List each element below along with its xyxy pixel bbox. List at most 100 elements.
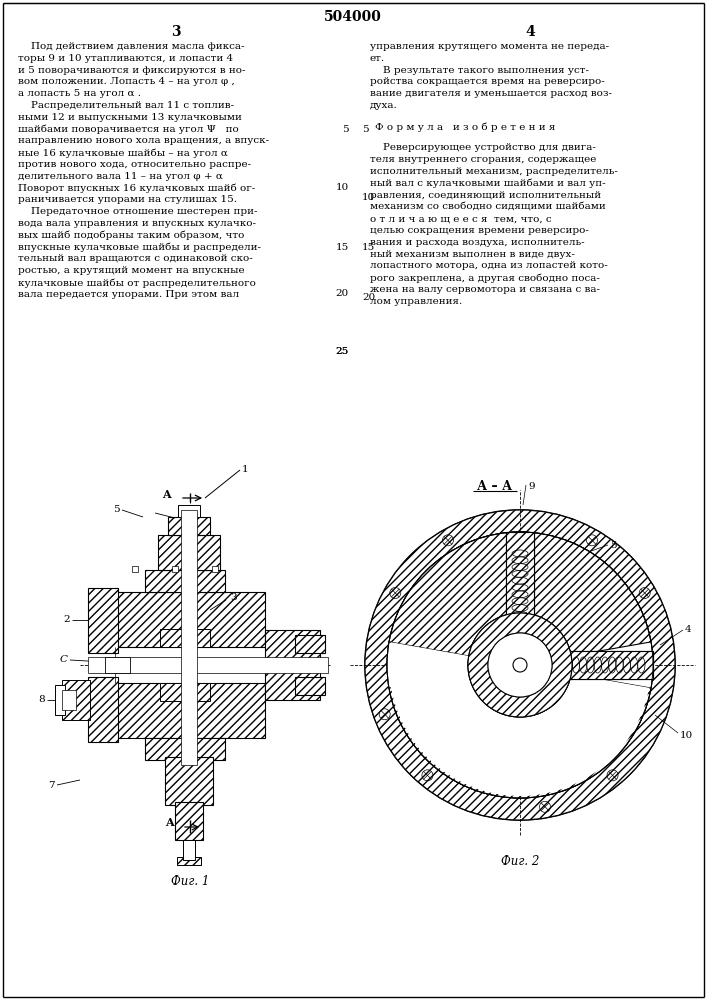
Bar [295, 677, 325, 695]
Polygon shape [506, 532, 534, 633]
Text: 5: 5 [610, 540, 617, 550]
Polygon shape [552, 651, 653, 679]
Text: 25: 25 [336, 348, 349, 357]
Text: ный механизм выполнен в виде двух-: ный механизм выполнен в виде двух- [370, 250, 575, 259]
Wedge shape [468, 613, 572, 717]
Text: ростью, а крутящий момент на впускные: ростью, а крутящий момент на впускные [18, 266, 245, 275]
Text: 1: 1 [242, 464, 249, 474]
Text: 5: 5 [362, 125, 368, 134]
Bar [145, 738, 225, 760]
Text: Фиг. 2: Фиг. 2 [501, 855, 539, 868]
Text: и 5 поворачиваются и фиксируются в но-: и 5 поворачиваются и фиксируются в но- [18, 66, 245, 75]
Bar [115, 592, 265, 647]
Text: C: C [60, 656, 68, 664]
Text: равления, соединяющий исполнительный: равления, соединяющий исполнительный [370, 191, 601, 200]
Bar [88, 657, 328, 673]
Text: 4: 4 [685, 626, 691, 635]
Text: 10: 10 [680, 730, 694, 740]
Text: 8: 8 [38, 696, 45, 704]
Text: ными 12 и выпускными 13 кулачковыми: ными 12 и выпускными 13 кулачковыми [18, 113, 242, 122]
Bar [62, 680, 90, 720]
Text: В результате такого выполнения уст-: В результате такого выполнения уст- [370, 66, 589, 75]
Bar [295, 635, 325, 653]
Text: Поворот впускных 16 кулачковых шайб ог-: Поворот впускных 16 кулачковых шайб ог- [18, 184, 255, 193]
Text: 2: 2 [64, 615, 70, 624]
Text: 4: 4 [525, 25, 535, 39]
Text: теля внутреннего сгорания, содержащее: теля внутреннего сгорания, содержащее [370, 155, 597, 164]
Bar [115, 683, 265, 738]
Bar [113, 660, 123, 670]
Wedge shape [389, 532, 651, 665]
Text: 25: 25 [336, 348, 349, 357]
Circle shape [488, 633, 552, 697]
Wedge shape [389, 642, 649, 796]
Wedge shape [365, 510, 675, 820]
Text: 3: 3 [230, 592, 237, 601]
Polygon shape [506, 532, 534, 665]
Text: против нового хода, относительно распре-: против нового хода, относительно распре- [18, 160, 251, 169]
Polygon shape [520, 651, 653, 679]
Text: 10: 10 [362, 194, 375, 202]
Text: жена на валу сервомотора и связана с ва-: жена на валу сервомотора и связана с ва- [370, 285, 600, 294]
Text: духа.: духа. [370, 101, 398, 110]
Text: 5: 5 [113, 506, 120, 514]
Text: о т л и ч а ю щ е е с я  тем, что, с: о т л и ч а ю щ е е с я тем, что, с [370, 214, 551, 223]
Text: 20: 20 [336, 290, 349, 298]
Text: 504000: 504000 [324, 10, 382, 24]
Text: 20: 20 [362, 294, 375, 302]
Bar [506, 651, 534, 679]
Text: Распределительный вал 11 с топлив-: Распределительный вал 11 с топлив- [18, 101, 234, 110]
Text: впускные кулачковые шайбы и распредели-: впускные кулачковые шайбы и распредели- [18, 243, 261, 252]
Bar [178, 505, 200, 517]
Text: шайбами поворачивается на угол Ψ   по: шайбами поворачивается на угол Ψ по [18, 125, 239, 134]
Bar [265, 670, 320, 700]
Bar [158, 535, 220, 570]
Text: а лопасть 5 на угол α .: а лопасть 5 на угол α . [18, 89, 141, 98]
Bar [160, 629, 210, 647]
Bar [88, 588, 118, 653]
Circle shape [513, 658, 527, 672]
Text: 5: 5 [342, 125, 349, 134]
Text: Передаточное отношение шестерен при-: Передаточное отношение шестерен при- [18, 207, 257, 216]
Text: вала передается упорами. При этом вал: вала передается упорами. При этом вал [18, 290, 239, 299]
Bar [160, 683, 210, 701]
Bar [183, 840, 195, 860]
Circle shape [365, 510, 675, 820]
Text: вых шайб подобраны таким образом, что: вых шайб подобраны таким образом, что [18, 231, 245, 240]
Text: 7: 7 [48, 780, 55, 790]
Bar [105, 657, 130, 673]
Bar [177, 857, 201, 865]
Bar [88, 677, 118, 742]
Text: A: A [165, 818, 174, 828]
Text: Под действием давления масла фикса-: Под действием давления масла фикса- [18, 42, 245, 51]
Text: 9: 9 [528, 482, 534, 491]
Text: А – А: А – А [477, 480, 513, 493]
Circle shape [387, 532, 653, 798]
Text: кулачковые шайбы от распределительного: кулачковые шайбы от распределительного [18, 278, 256, 288]
Wedge shape [468, 613, 572, 717]
Bar [175, 802, 203, 840]
Text: ройства сокращается время на реверсиро-: ройства сокращается время на реверсиро- [370, 77, 604, 86]
Text: вание двигателя и уменьшается расход воз-: вание двигателя и уменьшается расход воз… [370, 89, 612, 98]
Text: 3: 3 [171, 25, 181, 39]
Text: 15: 15 [362, 243, 375, 252]
Text: 10: 10 [336, 184, 349, 192]
Bar [172, 566, 178, 572]
Text: ет.: ет. [370, 54, 385, 63]
Text: лом управления.: лом управления. [370, 297, 462, 306]
Text: 15: 15 [336, 242, 349, 251]
Text: Фиг. 1: Фиг. 1 [171, 875, 209, 888]
Circle shape [488, 633, 552, 697]
Bar [181, 510, 197, 765]
Text: тельный вал вращаются с одинаковой ско-: тельный вал вращаются с одинаковой ско- [18, 254, 252, 263]
Bar [145, 570, 225, 592]
Text: лопастного мотора, одна из лопастей кото-: лопастного мотора, одна из лопастей кото… [370, 261, 608, 270]
Bar [55, 685, 65, 715]
Text: целью сокращения времени реверсиро-: целью сокращения времени реверсиро- [370, 226, 589, 235]
Text: механизм со свободно сидящими шайбами: механизм со свободно сидящими шайбами [370, 202, 606, 211]
Text: ные 16 кулачковые шайбы – на угол α: ные 16 кулачковые шайбы – на угол α [18, 148, 228, 158]
Text: раничивается упорами на стулишах 15.: раничивается упорами на стулишах 15. [18, 195, 237, 204]
Circle shape [513, 658, 527, 672]
Text: направлению нового хола вращения, а впуск-: направлению нового хола вращения, а впус… [18, 136, 269, 145]
Bar [62, 690, 76, 710]
